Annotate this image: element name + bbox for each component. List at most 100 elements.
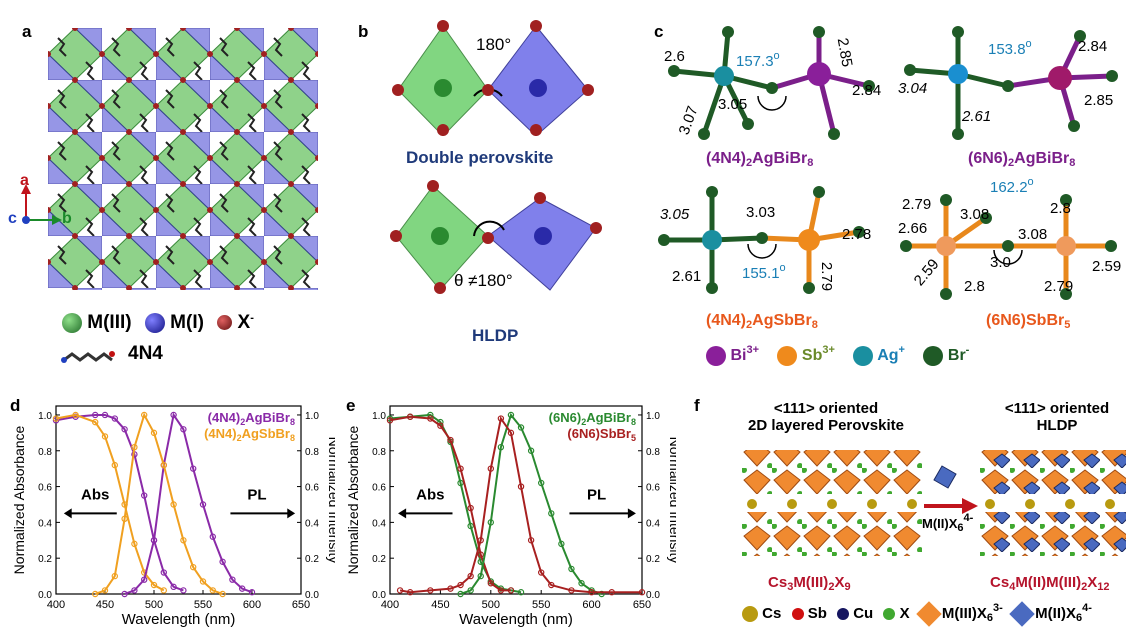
data-point	[608, 589, 615, 596]
crystal-structure-image	[48, 28, 318, 290]
data-point	[548, 581, 555, 589]
data-point	[219, 558, 226, 565]
y2-tick-label: 1.0	[646, 411, 660, 422]
data-point	[507, 429, 515, 437]
data-point	[101, 587, 109, 594]
data-point	[91, 411, 99, 419]
data-point	[406, 589, 414, 596]
legend-x-label: X	[237, 312, 251, 333]
s4-angle: 162.2o	[990, 176, 1034, 196]
panel-c-letter: c	[654, 22, 664, 41]
s2-bond-1: 2.84	[1078, 38, 1108, 55]
hldp-structure	[980, 450, 1126, 556]
ligand-molecule-icon	[61, 351, 115, 363]
abs-arrow-label: Abs	[81, 486, 109, 503]
y2-tick-label: 0.8	[646, 447, 660, 458]
data-point	[467, 522, 474, 530]
x-tick-label: 400	[47, 599, 65, 611]
data-point	[507, 411, 515, 419]
legend-x: X	[899, 605, 910, 622]
y2-tick-label: 1.0	[305, 411, 319, 422]
y2-tick-label: 0.0	[646, 590, 660, 601]
pl-arrow-head	[627, 508, 636, 519]
legend-entry-1: (4N4)2AgSbBr8	[204, 426, 295, 443]
data-point	[386, 417, 394, 424]
pl-arrow-head	[287, 508, 296, 519]
structure-6n6-agbibr8	[904, 26, 1118, 140]
panel-f-legend: Cs Sb Cu X M(III)X63- M(II)X64-	[742, 601, 1092, 627]
data-point	[487, 465, 494, 472]
data-point	[578, 580, 585, 587]
pl-arrow-label: PL	[247, 486, 266, 503]
data-point	[517, 589, 525, 596]
abs-arrow-head	[63, 508, 72, 519]
legend-cs: Cs	[762, 605, 782, 622]
data-point	[537, 479, 545, 487]
hldp-title: HLDP	[472, 326, 519, 345]
legend-entry-0: (4N4)2AgBiBr8	[208, 410, 295, 427]
legend-entry-1: (6N6)SbBr5	[567, 426, 636, 443]
series-line-0	[389, 413, 522, 594]
s4-bond-2: 3.08	[960, 206, 990, 223]
series-line-2	[124, 412, 253, 595]
data-point	[447, 585, 454, 592]
legend-sb: Sb3+	[801, 344, 835, 364]
y-tick-label: 1.0	[372, 411, 386, 422]
data-point	[248, 589, 256, 596]
data-point	[101, 433, 109, 440]
axis-a-label: a	[20, 172, 29, 189]
data-point	[121, 426, 128, 433]
panel-a-legend: M(III) M(I) X-	[62, 312, 254, 334]
x-tick-label: 600	[582, 599, 600, 611]
x-tick-label: 600	[243, 599, 261, 611]
y2-tick-label: 0.4	[646, 518, 660, 529]
double-perovskite-title: Double perovskite	[406, 148, 554, 167]
legend-entry-0: (6N6)2AgBiBr8	[549, 410, 636, 427]
data-point	[487, 519, 494, 526]
data-point	[131, 540, 138, 548]
panel-c-legend: Bi3+ Sb3+ Ag+ Br-	[706, 344, 969, 366]
data-point	[467, 572, 474, 580]
y2-tick-label: 0.2	[305, 554, 319, 565]
cs-ball-icon	[742, 606, 758, 623]
abs-arrow-label: Abs	[416, 486, 444, 503]
m3x6-octahedron-icon	[916, 601, 942, 627]
axis-c-label: c	[8, 210, 17, 227]
s1-angle: 157.3o	[736, 50, 780, 70]
f-left-title: <111> oriented 2D layered Perovskite	[748, 400, 904, 434]
data-point	[638, 589, 646, 596]
data-point	[477, 537, 484, 544]
y2-axis-label: Normalized Intensity	[326, 437, 335, 564]
data-point	[548, 510, 555, 517]
data-point	[121, 515, 128, 523]
data-point	[517, 424, 525, 431]
data-point	[229, 576, 236, 583]
m3-ball-icon	[62, 312, 82, 333]
data-point	[437, 422, 444, 429]
s1-formula: (4N4)2AgBiBr8	[706, 150, 814, 169]
panel-a-letter: a	[22, 22, 32, 41]
data-point	[170, 411, 177, 419]
s1-bond-4: 3.05	[718, 96, 748, 113]
x-tick-label: 400	[381, 599, 399, 611]
data-point	[170, 501, 177, 508]
legend-m1-label: M(I)	[170, 312, 204, 333]
axes-indicator	[21, 184, 62, 225]
conversion-arrow	[924, 465, 978, 514]
legend-m3x6: M(III)X63-	[941, 602, 1003, 624]
data-point	[457, 590, 464, 598]
series-line-1	[389, 415, 511, 592]
pl-arrow-label: PL	[587, 486, 606, 503]
data-point	[467, 504, 474, 512]
abs-arrow-head	[398, 508, 407, 519]
data-point	[72, 411, 79, 419]
data-point	[457, 465, 464, 472]
s2-formula: (6N6)2AgBiBr8	[968, 150, 1076, 169]
data-point	[507, 587, 515, 594]
data-point	[101, 411, 109, 419]
legend-cu: Cu	[853, 605, 874, 622]
data-point	[396, 587, 404, 594]
panel-f-letter: f	[694, 396, 700, 415]
s2-bond-3: 2.61	[962, 108, 992, 125]
